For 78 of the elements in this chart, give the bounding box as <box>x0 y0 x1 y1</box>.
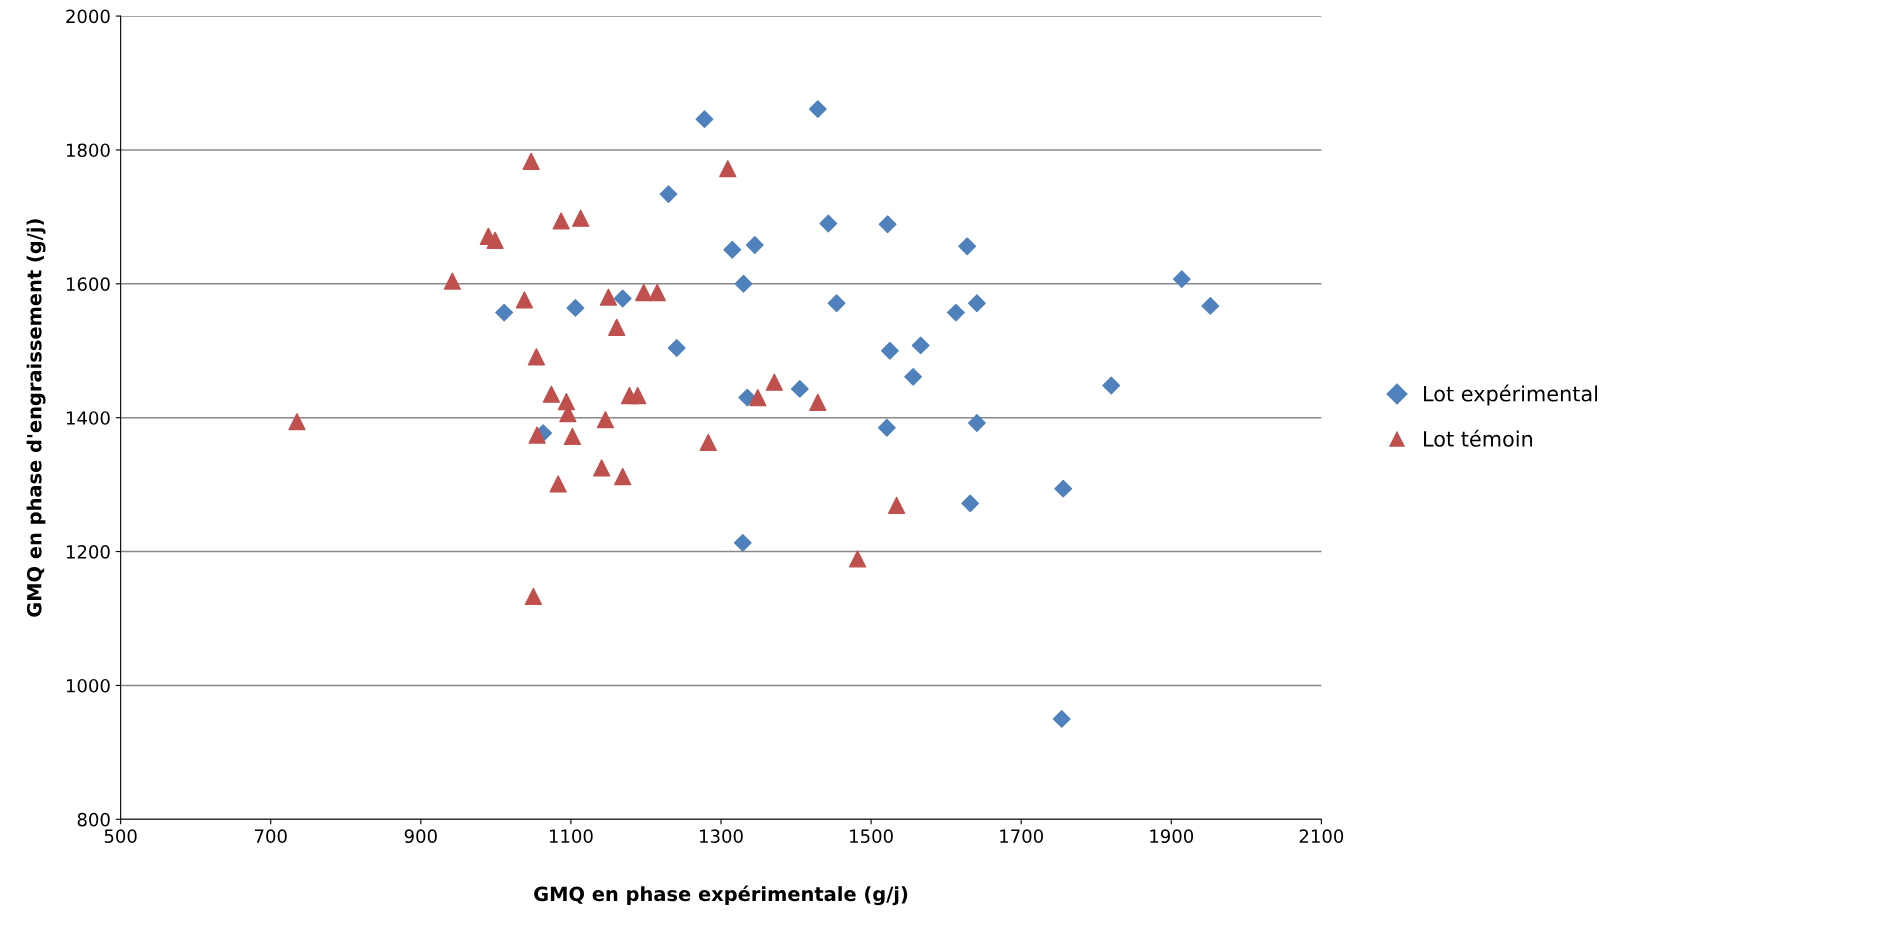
point <box>961 494 980 513</box>
point <box>877 418 896 437</box>
point <box>614 467 632 486</box>
point <box>733 533 752 552</box>
point <box>522 152 540 170</box>
y-tick-label: 1800 <box>66 143 110 158</box>
point <box>719 160 737 178</box>
point <box>958 237 977 256</box>
point <box>613 289 632 308</box>
x-tick-label: 700 <box>254 829 287 844</box>
point <box>542 385 561 403</box>
point <box>819 214 838 233</box>
x-tick-label: 1300 <box>700 829 743 844</box>
point <box>808 100 827 119</box>
point <box>596 411 615 429</box>
point <box>827 294 846 313</box>
point <box>1201 296 1220 315</box>
point <box>608 318 626 336</box>
point <box>848 550 867 568</box>
point <box>738 388 757 407</box>
point <box>524 587 543 606</box>
legend-label: Lot témoin <box>1424 429 1533 447</box>
point <box>648 283 666 302</box>
point <box>572 209 590 227</box>
legend-label: Lot expérimental <box>1424 384 1598 406</box>
y-tick-label: 800 <box>77 812 110 827</box>
point <box>288 413 306 431</box>
point <box>599 288 618 306</box>
point <box>549 475 567 493</box>
point <box>888 496 906 514</box>
x-tick-label: 900 <box>404 829 437 844</box>
point <box>695 110 714 129</box>
x-tick-label: 1500 <box>850 829 893 844</box>
x-tick-label: 1900 <box>1150 829 1194 844</box>
point <box>904 367 923 386</box>
point <box>593 459 611 477</box>
point <box>443 272 461 290</box>
point <box>635 283 653 302</box>
point <box>528 426 546 444</box>
point <box>880 341 899 360</box>
point <box>968 294 986 313</box>
point <box>629 386 647 405</box>
point <box>968 414 986 432</box>
x-axis-title: GMQ en phase expérimentale (g/j) <box>534 885 908 906</box>
point <box>723 240 742 259</box>
point <box>667 339 686 357</box>
point <box>745 236 764 254</box>
point <box>1052 709 1071 728</box>
point <box>734 274 753 293</box>
y-tick-label: 1400 <box>66 411 110 425</box>
point <box>1054 479 1073 498</box>
y-tick-label: 2000 <box>66 9 110 24</box>
point <box>911 336 930 355</box>
point <box>495 303 514 322</box>
x-tick-label: 2100 <box>1299 829 1344 844</box>
point <box>552 212 570 230</box>
point <box>878 215 897 234</box>
y-tick-label: 1000 <box>66 678 110 693</box>
point <box>566 299 585 317</box>
point <box>1102 376 1121 395</box>
point <box>563 427 582 446</box>
point <box>1172 270 1191 289</box>
point <box>809 393 827 411</box>
y-axis-title: GMQ en phase d'engraissement (g/j) <box>26 219 46 617</box>
point <box>659 185 678 204</box>
point <box>515 291 534 309</box>
point <box>749 388 767 407</box>
x-tick-label: 1100 <box>549 829 593 844</box>
x-tick-label: 1700 <box>1000 829 1043 844</box>
point <box>765 373 783 391</box>
point <box>790 379 809 398</box>
y-tick-label: 1200 <box>66 545 110 559</box>
point <box>946 303 965 322</box>
x-tick-label: 500 <box>104 829 137 844</box>
y-tick-label: 1600 <box>66 277 110 291</box>
point <box>527 348 546 366</box>
point <box>486 231 504 249</box>
point <box>699 433 717 452</box>
